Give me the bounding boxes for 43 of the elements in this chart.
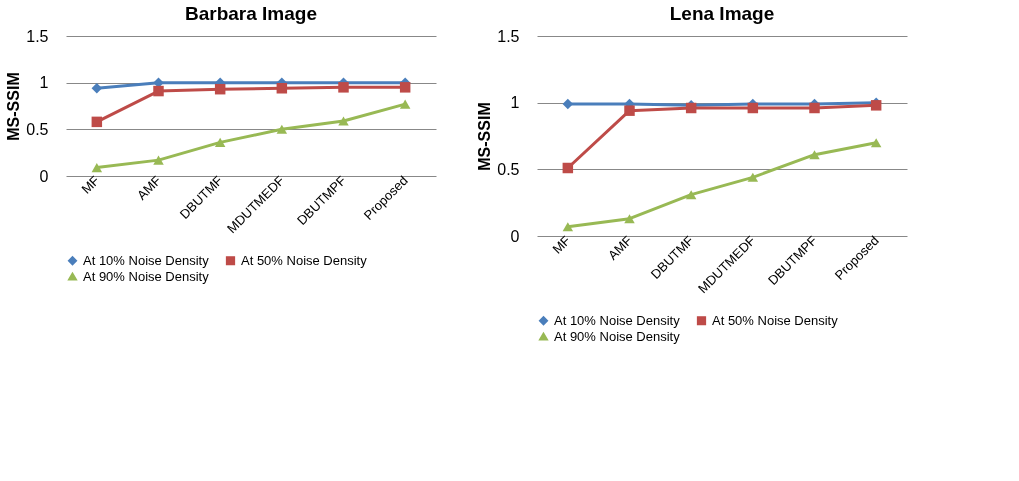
chart-title: Barbara Image	[184, 3, 318, 24]
point	[399, 82, 411, 93]
point	[91, 83, 103, 94]
chart-title: Lena Image	[669, 3, 775, 24]
y-tick-label: 0	[510, 227, 520, 245]
y-axis-title: MS-SSIM	[5, 72, 23, 141]
point	[809, 150, 820, 160]
y-tick-label: 1	[510, 94, 520, 112]
point	[91, 116, 103, 128]
point	[747, 102, 759, 114]
legend-label: At 90% Noise Density	[554, 328, 681, 344]
point	[624, 214, 635, 224]
point	[276, 83, 288, 94]
legend-label: At 50% Noise Density	[241, 252, 368, 268]
y-tick-label: 0.5	[26, 120, 49, 138]
point	[214, 83, 226, 95]
point	[870, 138, 882, 148]
point	[153, 85, 164, 97]
point	[685, 190, 697, 200]
point	[747, 172, 759, 182]
point	[399, 99, 411, 109]
point	[214, 137, 226, 147]
point	[338, 82, 349, 93]
y-tick-label: 1.5	[26, 27, 49, 45]
point	[809, 102, 820, 114]
y-axis-title: MS-SSIM	[476, 102, 494, 171]
y-tick-label: 0.5	[497, 160, 520, 178]
point	[562, 222, 574, 232]
y-tick-label: 1.5	[497, 27, 520, 45]
point	[91, 163, 103, 173]
legend-label: At 10% Noise Density	[83, 252, 210, 268]
point	[562, 162, 574, 174]
x-tick-label: MF	[78, 172, 103, 197]
legend-label: At 50% Noise Density	[712, 312, 839, 328]
y-tick-label: 0	[39, 167, 49, 185]
point	[276, 124, 288, 134]
y-tick-label: 1	[39, 74, 49, 92]
point	[338, 116, 349, 126]
point	[153, 155, 164, 165]
legend-label: At 10% Noise Density	[554, 312, 681, 328]
legend-label: At 90% Noise Density	[83, 268, 210, 284]
x-tick-label: MF	[549, 232, 574, 257]
point	[624, 105, 635, 116]
